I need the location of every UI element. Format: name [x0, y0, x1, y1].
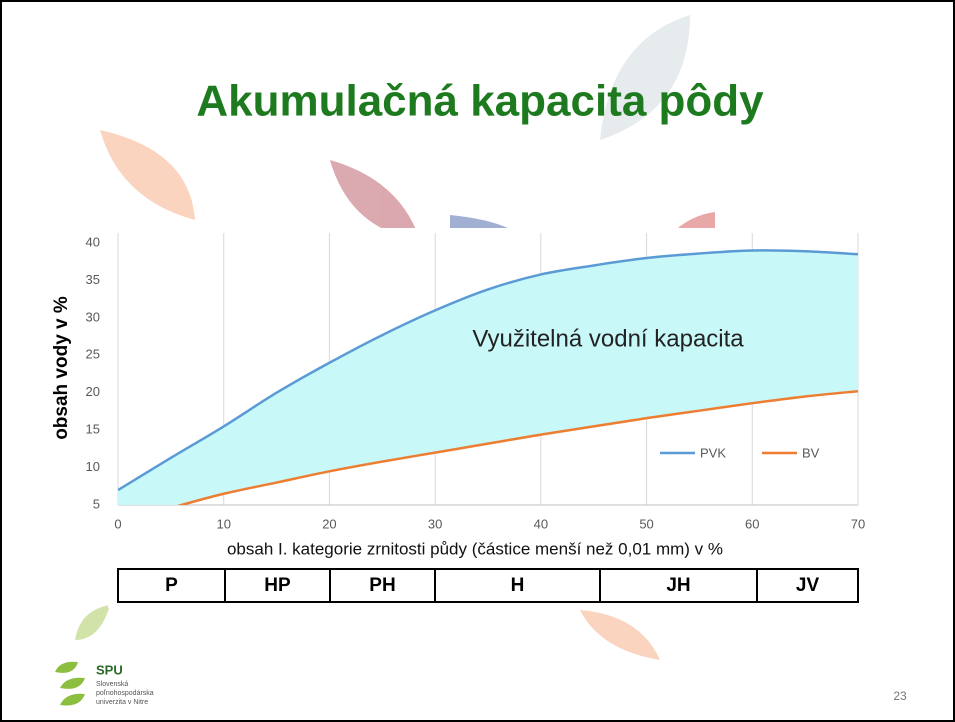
class-label: PH — [369, 575, 395, 596]
y-tick-label: 40 — [86, 234, 100, 249]
page-number: 23 — [893, 689, 907, 703]
legend-label: PVK — [700, 445, 726, 460]
y-tick-label: 30 — [86, 309, 100, 324]
annotation: Využitelná vodní kapacita — [472, 325, 744, 352]
logo-text: Slovenská — [96, 681, 128, 688]
x-tick-label: 60 — [745, 516, 759, 531]
y-tick-label: 25 — [86, 347, 100, 362]
class-table — [118, 569, 858, 602]
y-tick-label: 10 — [86, 459, 100, 474]
x-tick-label: 70 — [851, 516, 865, 531]
y-axis-label: obsah vody v % — [51, 296, 72, 440]
x-tick-label: 50 — [639, 516, 653, 531]
y-tick-label: 20 — [86, 384, 100, 399]
class-label: H — [511, 575, 525, 596]
y-tick-label: 15 — [86, 422, 100, 437]
x-tick-label: 0 — [114, 516, 121, 531]
x-tick-label: 30 — [428, 516, 442, 531]
logo-name: SPU — [96, 662, 123, 677]
y-tick-label: 35 — [86, 272, 100, 287]
class-label: HP — [264, 575, 291, 596]
x-tick-label: 10 — [216, 516, 230, 531]
x-axis-label: obsah I. kategorie zrnitosti půdy (části… — [227, 539, 723, 558]
slide-title: Akumulačná kapacita pôdy — [196, 77, 764, 126]
y-tick-label: 5 — [93, 496, 100, 511]
class-label: P — [165, 575, 178, 596]
logo-text: univerzita v Nitre — [96, 699, 148, 706]
legend-label: BV — [802, 445, 820, 460]
class-label: JV — [796, 575, 820, 596]
slide: Akumulačná kapacita pôdy 0 10 20 30 40 50 60 70… — [0, 0, 955, 722]
class-label: JH — [666, 575, 690, 596]
x-tick-label: 40 — [534, 516, 548, 531]
logo-text: poľnohospodárska — [96, 690, 154, 697]
x-tick-label: 20 — [322, 516, 336, 531]
